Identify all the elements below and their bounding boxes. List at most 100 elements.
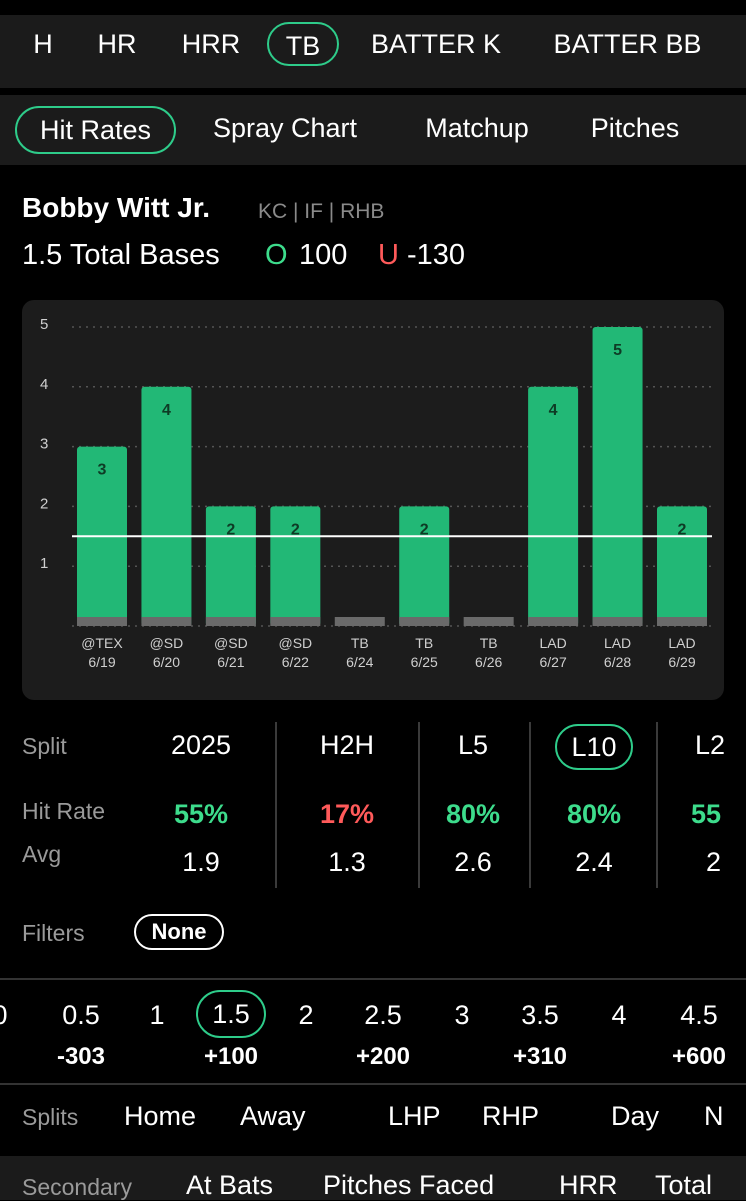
x-tick-date: 6/24 [346, 654, 373, 670]
line-odds: +200 [355, 1043, 411, 1070]
tab-market-h[interactable]: H [33, 29, 53, 59]
secondary-label: Secondary [22, 1174, 132, 1200]
hit-rate-h2h: 17% [319, 799, 375, 829]
line-option[interactable]: 0.5 [62, 1000, 100, 1030]
over-odds[interactable]: 100 [299, 239, 348, 271]
secondary-at-bats[interactable]: At Bats [186, 1170, 274, 1200]
secondary-pitches-faced[interactable]: Pitches Faced [323, 1170, 495, 1200]
avg-l5: 2.6 [454, 847, 492, 877]
bar [141, 386, 192, 626]
hit-rate-l20: 55 [691, 799, 722, 829]
x-tick-date: 6/22 [282, 654, 309, 670]
bar-value-label: 2 [420, 521, 429, 538]
chart-svg: 1 2 3 4 5 3 @TEX 6/19 4 @SD 6/20 2 @SD 6/21 2 @SD 6/22 TB… [40, 316, 712, 670]
x-tick-date: 6/27 [539, 654, 566, 670]
split-filter-lhp[interactable]: LHP [388, 1101, 441, 1131]
line-option[interactable]: 4 [611, 1000, 627, 1030]
bar-value-label: 3 [98, 462, 107, 479]
line-option[interactable]: 2 [298, 1000, 314, 1030]
bar [528, 386, 579, 626]
x-tick-opponent: TB [351, 635, 369, 651]
tab-matchup[interactable]: Matchup [425, 113, 529, 143]
line-option[interactable]: 2.5 [364, 1000, 402, 1030]
secondary-hrr[interactable]: HRR [559, 1170, 618, 1200]
tab-hit-rates[interactable]: Hit Rates [15, 106, 176, 154]
bar-base [77, 617, 127, 626]
line-option[interactable]: 4.5 [680, 1000, 718, 1030]
x-tick-opponent: @SD [214, 635, 248, 651]
split-col-l20[interactable]: L2 [695, 730, 726, 760]
tab-spray-chart[interactable]: Spray Chart [212, 113, 358, 143]
split-filter-rhp[interactable]: RHP [482, 1101, 540, 1131]
y-tick-label: 5 [40, 316, 48, 333]
bar-value-label: 4 [549, 402, 558, 419]
splits-filter-label: Splits [22, 1104, 79, 1130]
over-symbol: O [265, 239, 288, 271]
bar-value-label: 5 [613, 342, 622, 359]
filters-label: Filters [22, 920, 85, 946]
line-option[interactable]: 1 [149, 1000, 165, 1030]
split-col-l5[interactable]: L5 [457, 730, 489, 760]
tab-pitches[interactable]: Pitches [590, 113, 680, 143]
bar-base [399, 617, 450, 626]
x-tick-date: 6/21 [217, 654, 244, 670]
avg-l20: 2 [706, 847, 722, 877]
bar-base [592, 617, 643, 626]
under-odds[interactable]: -130 [407, 239, 466, 271]
y-tick-label: 1 [40, 555, 48, 572]
column-divider [656, 722, 658, 888]
hit-rate-l10: 80% [566, 799, 622, 829]
line-option-selected[interactable]: 1.5 [196, 990, 266, 1038]
x-tick-opponent: @SD [150, 635, 184, 651]
hit-rate-l5: 80% [445, 799, 501, 829]
avg-l10: 2.4 [575, 847, 613, 877]
player-meta: KC | IF | RHB [258, 200, 385, 223]
bar-base [270, 617, 321, 626]
tab-market-hr[interactable]: HR [97, 29, 137, 59]
y-tick-label: 4 [40, 376, 48, 393]
line-odds: -303 [56, 1043, 106, 1070]
column-divider [529, 722, 531, 888]
player-name: Bobby Witt Jr. [22, 192, 210, 223]
bar-value-label: 2 [678, 521, 687, 538]
divider [0, 1083, 746, 1085]
split-filter-night[interactable]: N [704, 1101, 724, 1131]
x-tick-opponent: @SD [278, 635, 312, 651]
split-col-l10[interactable]: L10 [555, 724, 633, 770]
hit-rate-row-label: Hit Rate [22, 798, 106, 824]
tab-market-batter-bb[interactable]: BATTER BB [553, 29, 702, 59]
line-odds: +100 [203, 1043, 259, 1070]
secondary-row [0, 1156, 746, 1200]
x-tick-date: 6/19 [88, 654, 115, 670]
avg-h2h: 1.3 [328, 847, 366, 877]
secondary-total[interactable]: Total [655, 1170, 713, 1200]
tab-market-batter-k[interactable]: BATTER K [370, 29, 502, 59]
split-col-h2h[interactable]: H2H [319, 730, 374, 760]
avg-row-label: Avg [22, 841, 62, 867]
under-symbol: U [378, 239, 399, 271]
avg-2025: 1.9 [182, 847, 220, 877]
split-col-2025[interactable]: 2025 [170, 730, 232, 760]
x-tick-date: 6/20 [153, 654, 180, 670]
x-tick-opponent: LAD [604, 635, 631, 651]
x-tick-date: 6/29 [668, 654, 695, 670]
bar-value-label: 2 [226, 521, 235, 538]
y-tick-label: 2 [40, 495, 48, 512]
filters-none-button[interactable]: None [134, 914, 224, 950]
line-option[interactable]: 3 [454, 1000, 470, 1030]
split-filter-day[interactable]: Day [611, 1101, 660, 1131]
tab-market-hrr[interactable]: HRR [181, 29, 241, 59]
split-filter-away[interactable]: Away [240, 1101, 306, 1131]
column-divider [418, 722, 420, 888]
x-tick-opponent: TB [480, 635, 498, 651]
line-odds: +310 [512, 1043, 568, 1070]
divider [0, 978, 746, 980]
bar-base [141, 617, 192, 626]
split-filter-home[interactable]: Home [124, 1101, 197, 1131]
tab-market-tb[interactable]: TB [267, 22, 339, 66]
line-option[interactable]: 0 [0, 1000, 12, 1031]
line-option[interactable]: 3.5 [521, 1000, 559, 1030]
hit-rate-chart: 1 2 3 4 5 3 @TEX 6/19 4 @SD 6/20 2 @SD 6/21 2 @SD 6/22 TB… [22, 300, 724, 700]
bar [592, 327, 643, 626]
x-tick-date: 6/26 [475, 654, 502, 670]
